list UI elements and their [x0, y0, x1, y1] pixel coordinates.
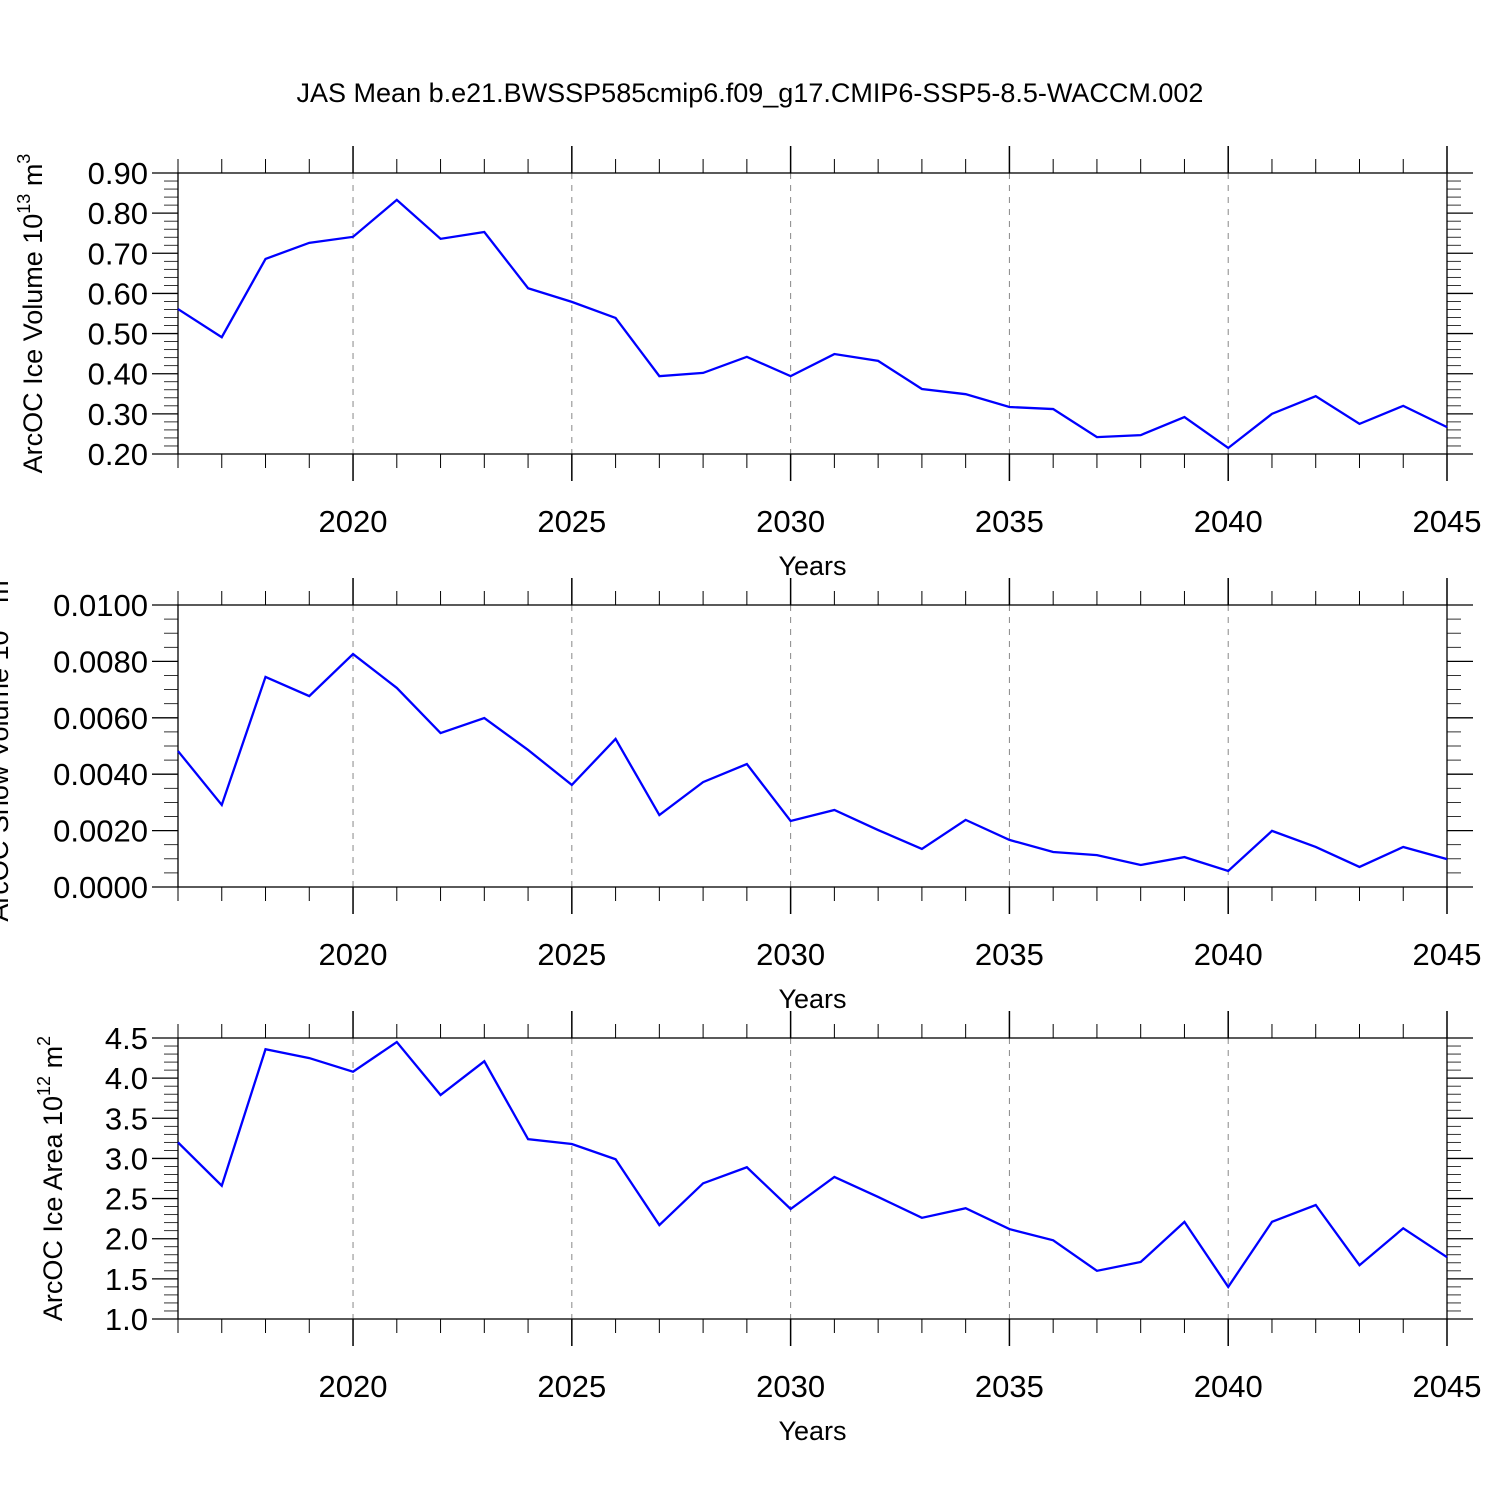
x-tick-label: 2030: [756, 1369, 825, 1404]
chart-title: JAS Mean b.e21.BWSSP585cmip6.f09_g17.CMI…: [296, 78, 1204, 108]
x-axis-label: Years: [778, 984, 846, 1014]
y-tick-label: 0.20: [88, 437, 148, 472]
x-tick-label: 2045: [1413, 1369, 1482, 1404]
x-tick-label: 2020: [319, 504, 388, 539]
x-axis-label: Years: [778, 1416, 846, 1446]
x-tick-label: 2045: [1413, 504, 1482, 539]
panel-1: 0.20 0.30 0.40 0.50 0.60 0.70 0.80 0.90 2020 2025…: [14, 146, 1481, 581]
x-tick-label: 2040: [1194, 504, 1263, 539]
series-line: [177, 1040, 1448, 1289]
y-tick-label: 4.5: [105, 1021, 148, 1056]
y-axis-label: ArcOC Ice Area 1012 m2: [34, 1036, 68, 1321]
y-tick-label: 0.0080: [53, 644, 148, 679]
x-tick-label: 2035: [975, 504, 1044, 539]
x-tick-label: 2020: [319, 937, 388, 972]
series-line: [177, 198, 1448, 450]
y-axis-label-part: m: [18, 164, 48, 194]
y-tick-label: 4.0: [105, 1061, 148, 1096]
series-line: [177, 652, 1448, 873]
y-axis-label-part: ArcOC Ice Area 10: [38, 1096, 68, 1321]
y-tick-label: 3.5: [105, 1101, 148, 1136]
y-tick-label: 0.60: [88, 276, 148, 311]
x-tick-label: 2025: [537, 937, 606, 972]
y-axis-label: ArcOC Ice Volume 1013 m3: [14, 154, 48, 474]
y-tick-label: 0.70: [88, 236, 148, 271]
x-tick-label: 2030: [756, 504, 825, 539]
plot-frame: [177, 172, 1448, 455]
panel-3: 1.0 1.5 2.0 2.5 3.0 3.5 4.0 4.5 2020 2025 2030 2035…: [34, 1011, 1481, 1446]
plot-frame: [177, 1037, 1448, 1320]
y-tick-label: 1.5: [105, 1262, 148, 1297]
x-tick-label: 2025: [537, 1369, 606, 1404]
x-tick-label: 2020: [319, 1369, 388, 1404]
y-axis-label-exponent: 2: [34, 1036, 54, 1046]
y-tick-label: 0.0020: [53, 814, 148, 849]
x-tick-label: 2025: [537, 504, 606, 539]
y-tick-label: 3.0: [105, 1141, 148, 1176]
y-axis-label-part: ArcOC Ice Volume 10: [18, 214, 48, 474]
y-axis-label-exponent: 3: [14, 154, 34, 164]
y-axis-label-part: ArcOC Snow Volume 10: [0, 630, 14, 921]
y-tick-label: 2.0: [105, 1222, 148, 1257]
x-tick-label: 2040: [1194, 937, 1263, 972]
y-tick-label: 0.0040: [53, 757, 148, 792]
x-tick-label: 2045: [1413, 937, 1482, 972]
y-tick-label: 0.0060: [53, 701, 148, 736]
y-axis-label-part: m: [0, 580, 14, 610]
y-axis-label: ArcOC Snow Volume 1013 m3: [0, 570, 14, 921]
y-tick-label: 0.80: [88, 196, 148, 231]
x-tick-label: 2030: [756, 937, 825, 972]
y-tick-label: 0.50: [88, 317, 148, 352]
y-axis-label-exponent: 12: [34, 1076, 54, 1096]
y-axis-label-exponent: 13: [14, 194, 34, 214]
y-tick-label: 0.30: [88, 397, 148, 432]
x-tick-label: 2035: [975, 937, 1044, 972]
x-axis-label: Years: [778, 551, 846, 581]
y-tick-label: 0.90: [88, 156, 148, 191]
y-tick-label: 0.0100: [53, 588, 148, 623]
panel-2: 0.0000 0.0020 0.0040 0.0060 0.0080 0.0100 2020…: [0, 570, 1482, 1014]
y-axis-label-part: m: [38, 1046, 68, 1076]
y-tick-label: 0.40: [88, 357, 148, 392]
x-tick-label: 2035: [975, 1369, 1044, 1404]
y-tick-label: 1.0: [105, 1302, 148, 1337]
x-tick-label: 2040: [1194, 1369, 1263, 1404]
y-tick-label: 2.5: [105, 1182, 148, 1217]
y-tick-label: 0.0000: [53, 870, 148, 905]
